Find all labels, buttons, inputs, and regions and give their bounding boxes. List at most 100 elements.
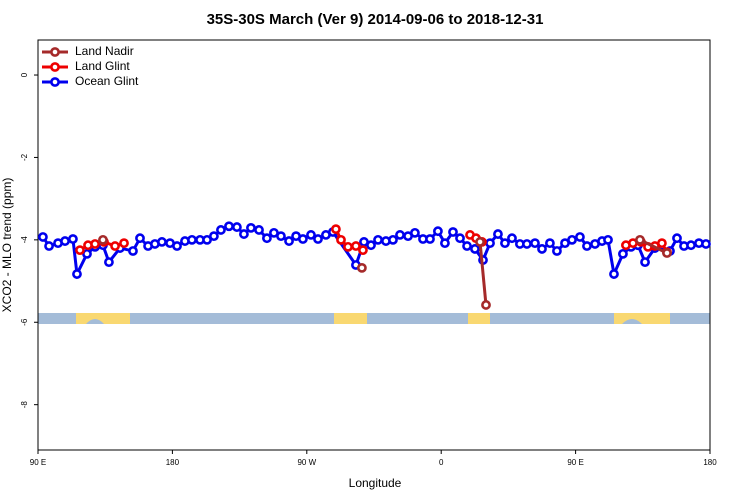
y-tick-label: -6 — [20, 318, 29, 326]
legend-label: Land Glint — [75, 59, 130, 73]
data-point — [82, 248, 92, 259]
data-point — [425, 234, 435, 244]
data-point — [351, 241, 361, 251]
ocean-patch — [622, 319, 642, 324]
ocean-patch — [86, 319, 104, 324]
x-tick-label: 0 — [439, 458, 444, 467]
data-point — [662, 248, 672, 258]
data-point — [343, 241, 353, 252]
data-point — [366, 240, 376, 251]
data-point — [331, 224, 341, 235]
data-point — [609, 269, 619, 279]
data-point — [481, 300, 491, 310]
data-point — [618, 248, 628, 259]
data-point — [455, 233, 465, 244]
data-point — [470, 244, 480, 254]
data-point — [224, 221, 234, 232]
data-point — [462, 241, 472, 251]
legend-label: Ocean Glint — [75, 74, 139, 88]
x-tick-label: 90 E — [567, 458, 583, 467]
data-point — [72, 269, 82, 279]
data-point — [313, 234, 323, 244]
data-point — [68, 234, 78, 244]
land-mask — [38, 313, 710, 324]
data-point — [440, 238, 450, 249]
data-point — [202, 234, 212, 245]
data-point — [582, 241, 592, 251]
data-point — [336, 234, 346, 245]
data-point — [298, 234, 308, 244]
data-point — [187, 234, 197, 245]
data-point — [98, 234, 108, 245]
data-point — [157, 237, 167, 247]
series-line — [41, 224, 707, 280]
data-point — [90, 239, 100, 249]
legend-marker — [50, 62, 60, 72]
data-point — [119, 238, 129, 249]
data-point — [388, 234, 398, 245]
data-point — [686, 240, 696, 251]
data-point — [537, 244, 547, 254]
data-point — [603, 234, 613, 245]
land-patch — [76, 313, 130, 324]
data-point — [135, 233, 145, 244]
legend-label: Land Nadir — [75, 44, 134, 58]
land-patch — [614, 313, 670, 324]
data-point — [254, 225, 264, 235]
chart-title: 35S-30S March (Ver 9) 2014-09-06 to 2018… — [207, 11, 544, 28]
data-point — [530, 238, 540, 249]
data-point — [657, 238, 667, 249]
data-point — [640, 257, 650, 268]
series-line — [639, 238, 668, 255]
data-point — [358, 245, 368, 256]
data-point — [672, 233, 682, 244]
series-line — [478, 241, 488, 306]
y-tick-label: -4 — [20, 236, 29, 244]
x-tick-label: 180 — [166, 458, 180, 467]
data-point — [475, 237, 485, 247]
y-axis-label: XCO2 - MLO trend (ppm) — [0, 178, 14, 313]
data-point — [306, 230, 316, 240]
ocean-strip — [38, 313, 710, 324]
data-point — [172, 241, 182, 251]
data-point — [575, 232, 585, 242]
land-patch — [468, 313, 490, 324]
data-point — [507, 233, 517, 244]
data-point — [284, 236, 294, 246]
data-point — [357, 262, 367, 273]
data-point — [433, 226, 443, 237]
legend-marker — [50, 77, 60, 87]
data-point — [209, 231, 219, 242]
x-axis-label: Longitude — [349, 476, 402, 490]
y-tick-label: -2 — [20, 153, 29, 161]
data-point — [493, 229, 503, 239]
data-point — [38, 232, 48, 242]
x-tick-label: 180 — [703, 458, 717, 467]
data-point — [485, 238, 495, 249]
data-point — [262, 233, 272, 244]
data-point — [545, 238, 555, 249]
data-point — [128, 246, 138, 256]
y-tick-label: 0 — [20, 72, 29, 77]
data-point — [60, 236, 70, 246]
legend-marker — [50, 47, 60, 57]
data-point — [216, 225, 226, 235]
y-tick-label: -8 — [20, 401, 29, 409]
data-point — [701, 239, 711, 249]
x-tick-label: 90 E — [30, 458, 46, 467]
data-point — [75, 245, 85, 256]
data-point — [276, 231, 286, 242]
data-point — [567, 234, 577, 245]
data-point — [395, 230, 405, 240]
data-point — [522, 239, 532, 249]
data-point — [552, 246, 562, 256]
data-point — [410, 227, 420, 238]
data-point — [500, 238, 510, 249]
data-point — [635, 234, 645, 245]
x-tick-label: 90 W — [297, 458, 316, 467]
data-point — [110, 241, 120, 251]
data-point — [104, 257, 114, 268]
data-point — [246, 222, 256, 233]
